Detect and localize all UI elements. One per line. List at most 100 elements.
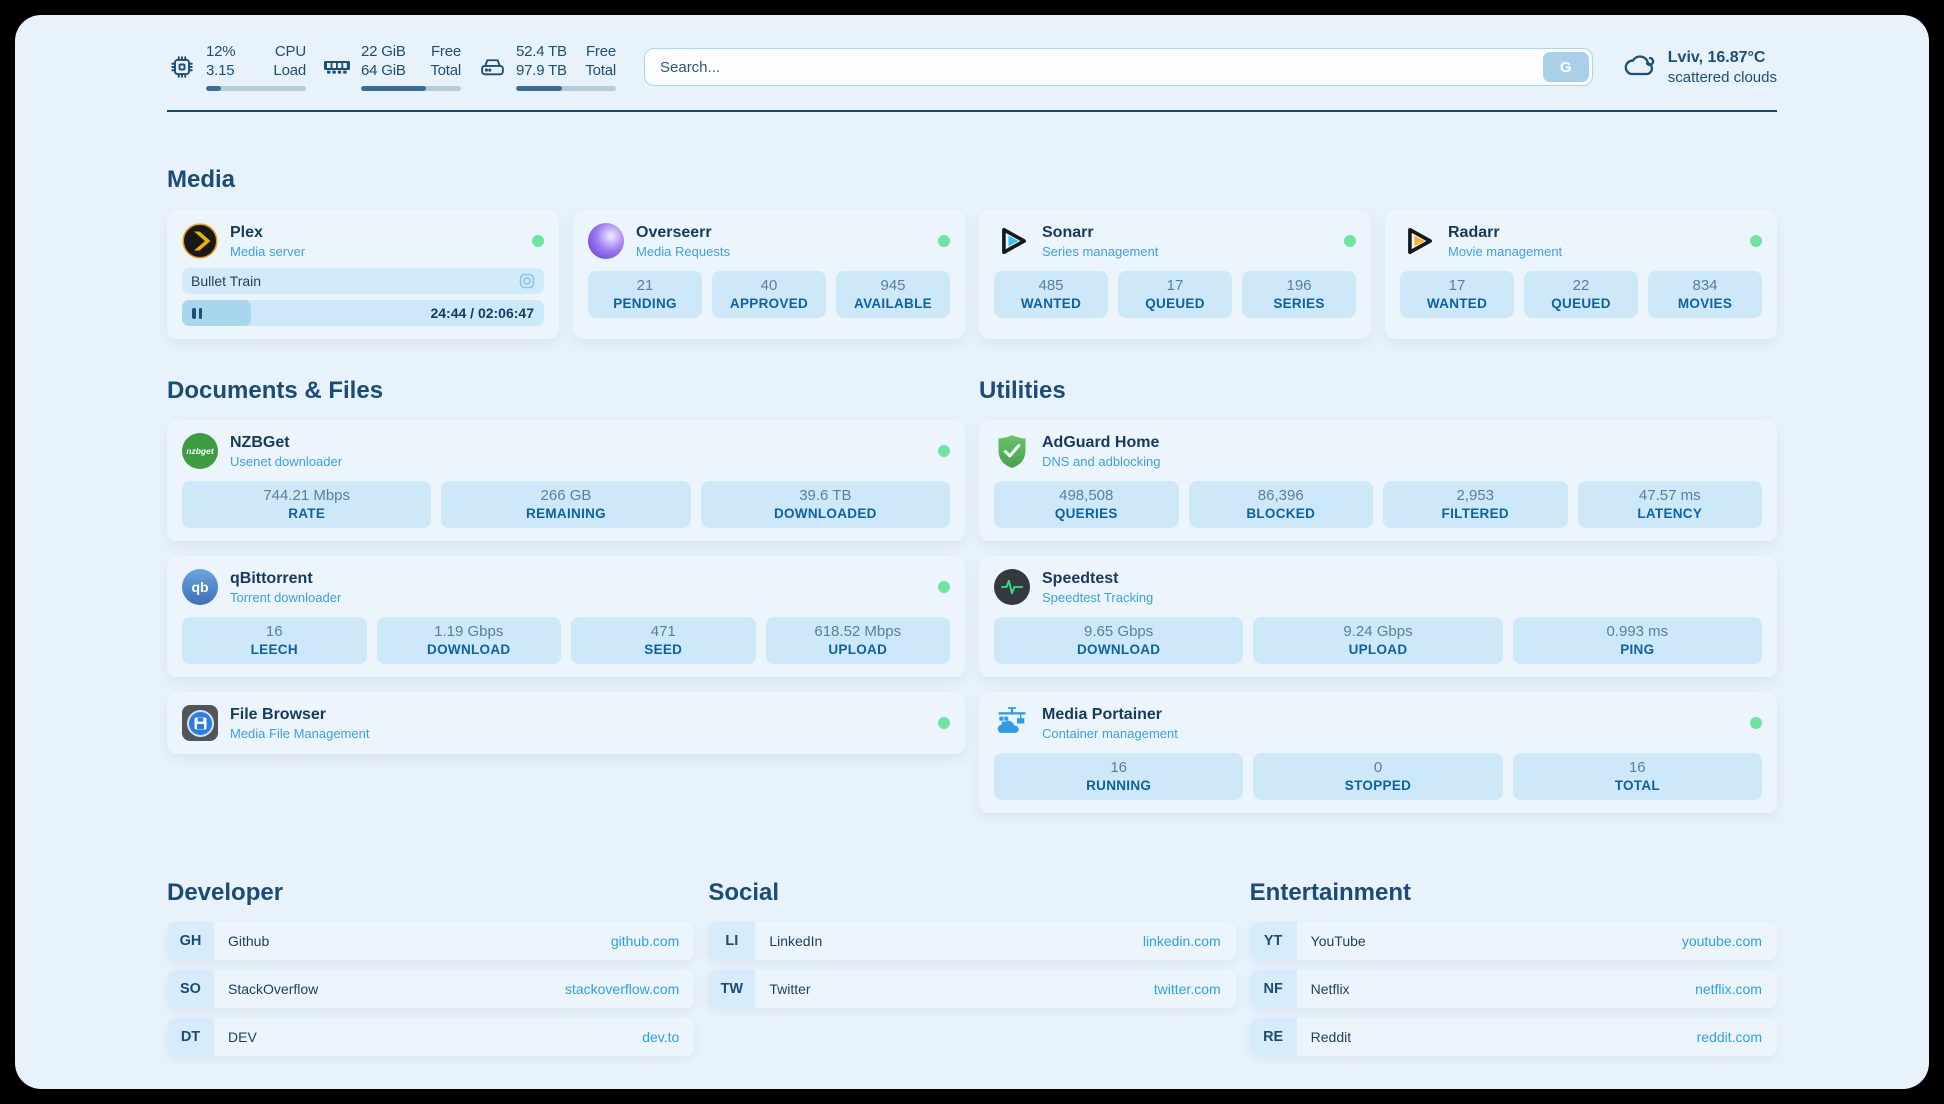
section-title-entertainment: Entertainment: [1249, 879, 1412, 906]
app-title: NZBGet: [230, 433, 290, 451]
portainer-card[interactable]: Media Portainer Container management 16 R…: [979, 692, 1777, 813]
adguard-icon: [994, 433, 1030, 469]
now-playing-title: Bullet Train: [191, 273, 262, 289]
stat-tile: 40 APPROVED: [712, 271, 826, 318]
app-title: Speedtest: [1042, 569, 1119, 587]
tile-value: 16: [1628, 759, 1646, 776]
app-subtitle: Usenet downloader: [230, 453, 343, 469]
app-subtitle: Media File Management: [230, 725, 370, 741]
pause-icon[interactable]: [192, 307, 202, 319]
tile-label: MOVIES: [1677, 296, 1733, 311]
filebrowser-card[interactable]: File Browser Media File Management: [167, 692, 965, 754]
bookmark-youtube[interactable]: YT YouTube youtube.com: [1249, 922, 1777, 960]
stat-tile: 618.52 Mbps UPLOAD: [765, 617, 950, 664]
ram-value-bottom: 64 GiB: [361, 62, 406, 79]
status-dot: [532, 235, 544, 247]
bookmark-netflix[interactable]: NF Netflix netflix.com: [1249, 970, 1777, 1008]
tile-label: APPROVED: [729, 296, 809, 311]
tile-label: REMAINING: [526, 506, 606, 521]
disk-label-top: Free: [585, 43, 616, 61]
bookmark-abbr: NF: [1249, 970, 1297, 1008]
bookmark-stackoverflow[interactable]: SO StackOverflow stackoverflow.com: [167, 970, 695, 1008]
stat-tile: 22 QUEUED: [1524, 271, 1638, 318]
tile-label: WANTED: [1426, 296, 1488, 311]
stat-tile: 834 MOVIES: [1648, 271, 1762, 318]
adguard-card[interactable]: AdGuard Home DNS and adblocking 498,508 Q…: [979, 420, 1777, 541]
bookmark-dev[interactable]: DT DEV dev.to: [167, 1018, 695, 1056]
memory-stat: 22 GiB Free 64 GiB Total: [322, 43, 461, 91]
disk-stat: 52.4 TB Free 97.9 TB Total: [477, 43, 616, 91]
app-subtitle: Container management: [1042, 725, 1178, 741]
section-title-media: Media: [167, 166, 236, 193]
stat-tile: 945 AVAILABLE: [836, 271, 950, 318]
stat-tile: 39.6 TB DOWNLOADED: [700, 481, 950, 528]
tile-label: PENDING: [613, 296, 677, 311]
overseerr-card[interactable]: Overseerr Media Requests 21 PENDING 40 APP…: [573, 210, 965, 339]
cloud-icon: [1621, 51, 1657, 84]
bookmark-name: YouTube: [1310, 933, 1366, 949]
now-playing-row: Bullet Train: [182, 268, 544, 294]
qbittorrent-card[interactable]: qb qBittorrent Torrent downloader 16 LEEC…: [167, 556, 965, 677]
disk-label-bottom: Total: [585, 62, 616, 79]
tile-value: 86,396: [1257, 487, 1304, 504]
plex-card[interactable]: Plex Media server Bullet Train: [167, 210, 559, 339]
tile-value: 0.993 ms: [1606, 623, 1669, 640]
bookmark-url: dev.to: [642, 1029, 680, 1045]
radarr-card[interactable]: Radarr Movie management 17 WANTED 22 QUEUE…: [1385, 210, 1777, 339]
disk-value-bottom: 97.9 TB: [516, 62, 567, 79]
stat-tile: 744.21 Mbps RATE: [182, 481, 432, 528]
bookmark-twitter[interactable]: TW Twitter twitter.com: [708, 970, 1236, 1008]
stat-tile: 471 SEED: [571, 617, 756, 664]
disk-icon: [477, 54, 507, 80]
bookmark-reddit[interactable]: RE Reddit reddit.com: [1249, 1018, 1777, 1056]
app-subtitle: Media Requests: [636, 243, 730, 259]
status-dot: [938, 235, 950, 247]
app-title: File Browser: [230, 705, 327, 723]
tile-value: 1.19 Gbps: [434, 623, 504, 640]
app-subtitle: Media server: [230, 243, 306, 259]
tile-value: 16: [1110, 759, 1127, 776]
section-utilities: Utilities AdGuard Home DNS and adblockin…: [979, 377, 1777, 813]
bookmark-linkedin[interactable]: LI LinkedIn linkedin.com: [708, 922, 1236, 960]
bookmark-github[interactable]: GH Github github.com: [167, 922, 695, 960]
bookmark-abbr: GH: [167, 922, 214, 960]
bookmark-url: reddit.com: [1696, 1029, 1762, 1045]
ram-icon: [322, 54, 352, 80]
tile-label: LATENCY: [1637, 506, 1703, 521]
app-title: Media Portainer: [1042, 705, 1163, 723]
app-title: Sonarr: [1042, 223, 1094, 241]
app-subtitle: Torrent downloader: [230, 589, 342, 605]
tile-label: DOWNLOAD: [1076, 642, 1161, 657]
stat-tile: 0 STOPPED: [1253, 753, 1503, 800]
cpu-label-top: CPU: [274, 43, 306, 61]
tile-label: DOWNLOAD: [427, 642, 511, 657]
search-provider-button[interactable]: G: [1542, 52, 1589, 82]
tile-label: UPLOAD: [1348, 642, 1408, 657]
tile-value: 40: [760, 277, 778, 294]
nzbget-card[interactable]: nzbget NZBGet Usenet downloader 744.21 M…: [167, 420, 965, 541]
app-title: qBittorrent: [230, 569, 313, 587]
tile-value: 9.65 Gbps: [1084, 623, 1154, 640]
status-dot: [938, 717, 950, 729]
bookmark-abbr: LI: [708, 922, 756, 960]
speedtest-card[interactable]: Speedtest Speedtest Tracking 9.65 Gbps DO…: [979, 556, 1777, 677]
tile-value: 16: [265, 623, 283, 640]
qbittorrent-icon: qb: [182, 569, 218, 605]
tile-label: QUERIES: [1054, 506, 1118, 521]
tile-label: SERIES: [1273, 296, 1325, 311]
tile-label: TOTAL: [1614, 778, 1660, 793]
speedtest-icon: [994, 569, 1030, 605]
bookmark-url: netflix.com: [1695, 981, 1762, 997]
stat-tile: 196 SERIES: [1242, 271, 1356, 318]
session-settings-icon[interactable]: [519, 273, 535, 289]
sonarr-card[interactable]: Sonarr Series management 485 WANTED 17 QUE…: [979, 210, 1371, 339]
stat-tile: 47.57 ms LATENCY: [1577, 481, 1762, 528]
tile-label: UPLOAD: [828, 642, 888, 657]
bookmark-name: Twitter: [769, 981, 811, 997]
tile-label: FILTERED: [1441, 506, 1509, 521]
search-input[interactable]: [644, 48, 1593, 86]
bookmark-name: Reddit: [1310, 1029, 1352, 1045]
tile-value: 39.6 TB: [799, 487, 852, 504]
app-title: AdGuard Home: [1042, 433, 1160, 451]
stat-tile: 16 TOTAL: [1512, 753, 1762, 800]
